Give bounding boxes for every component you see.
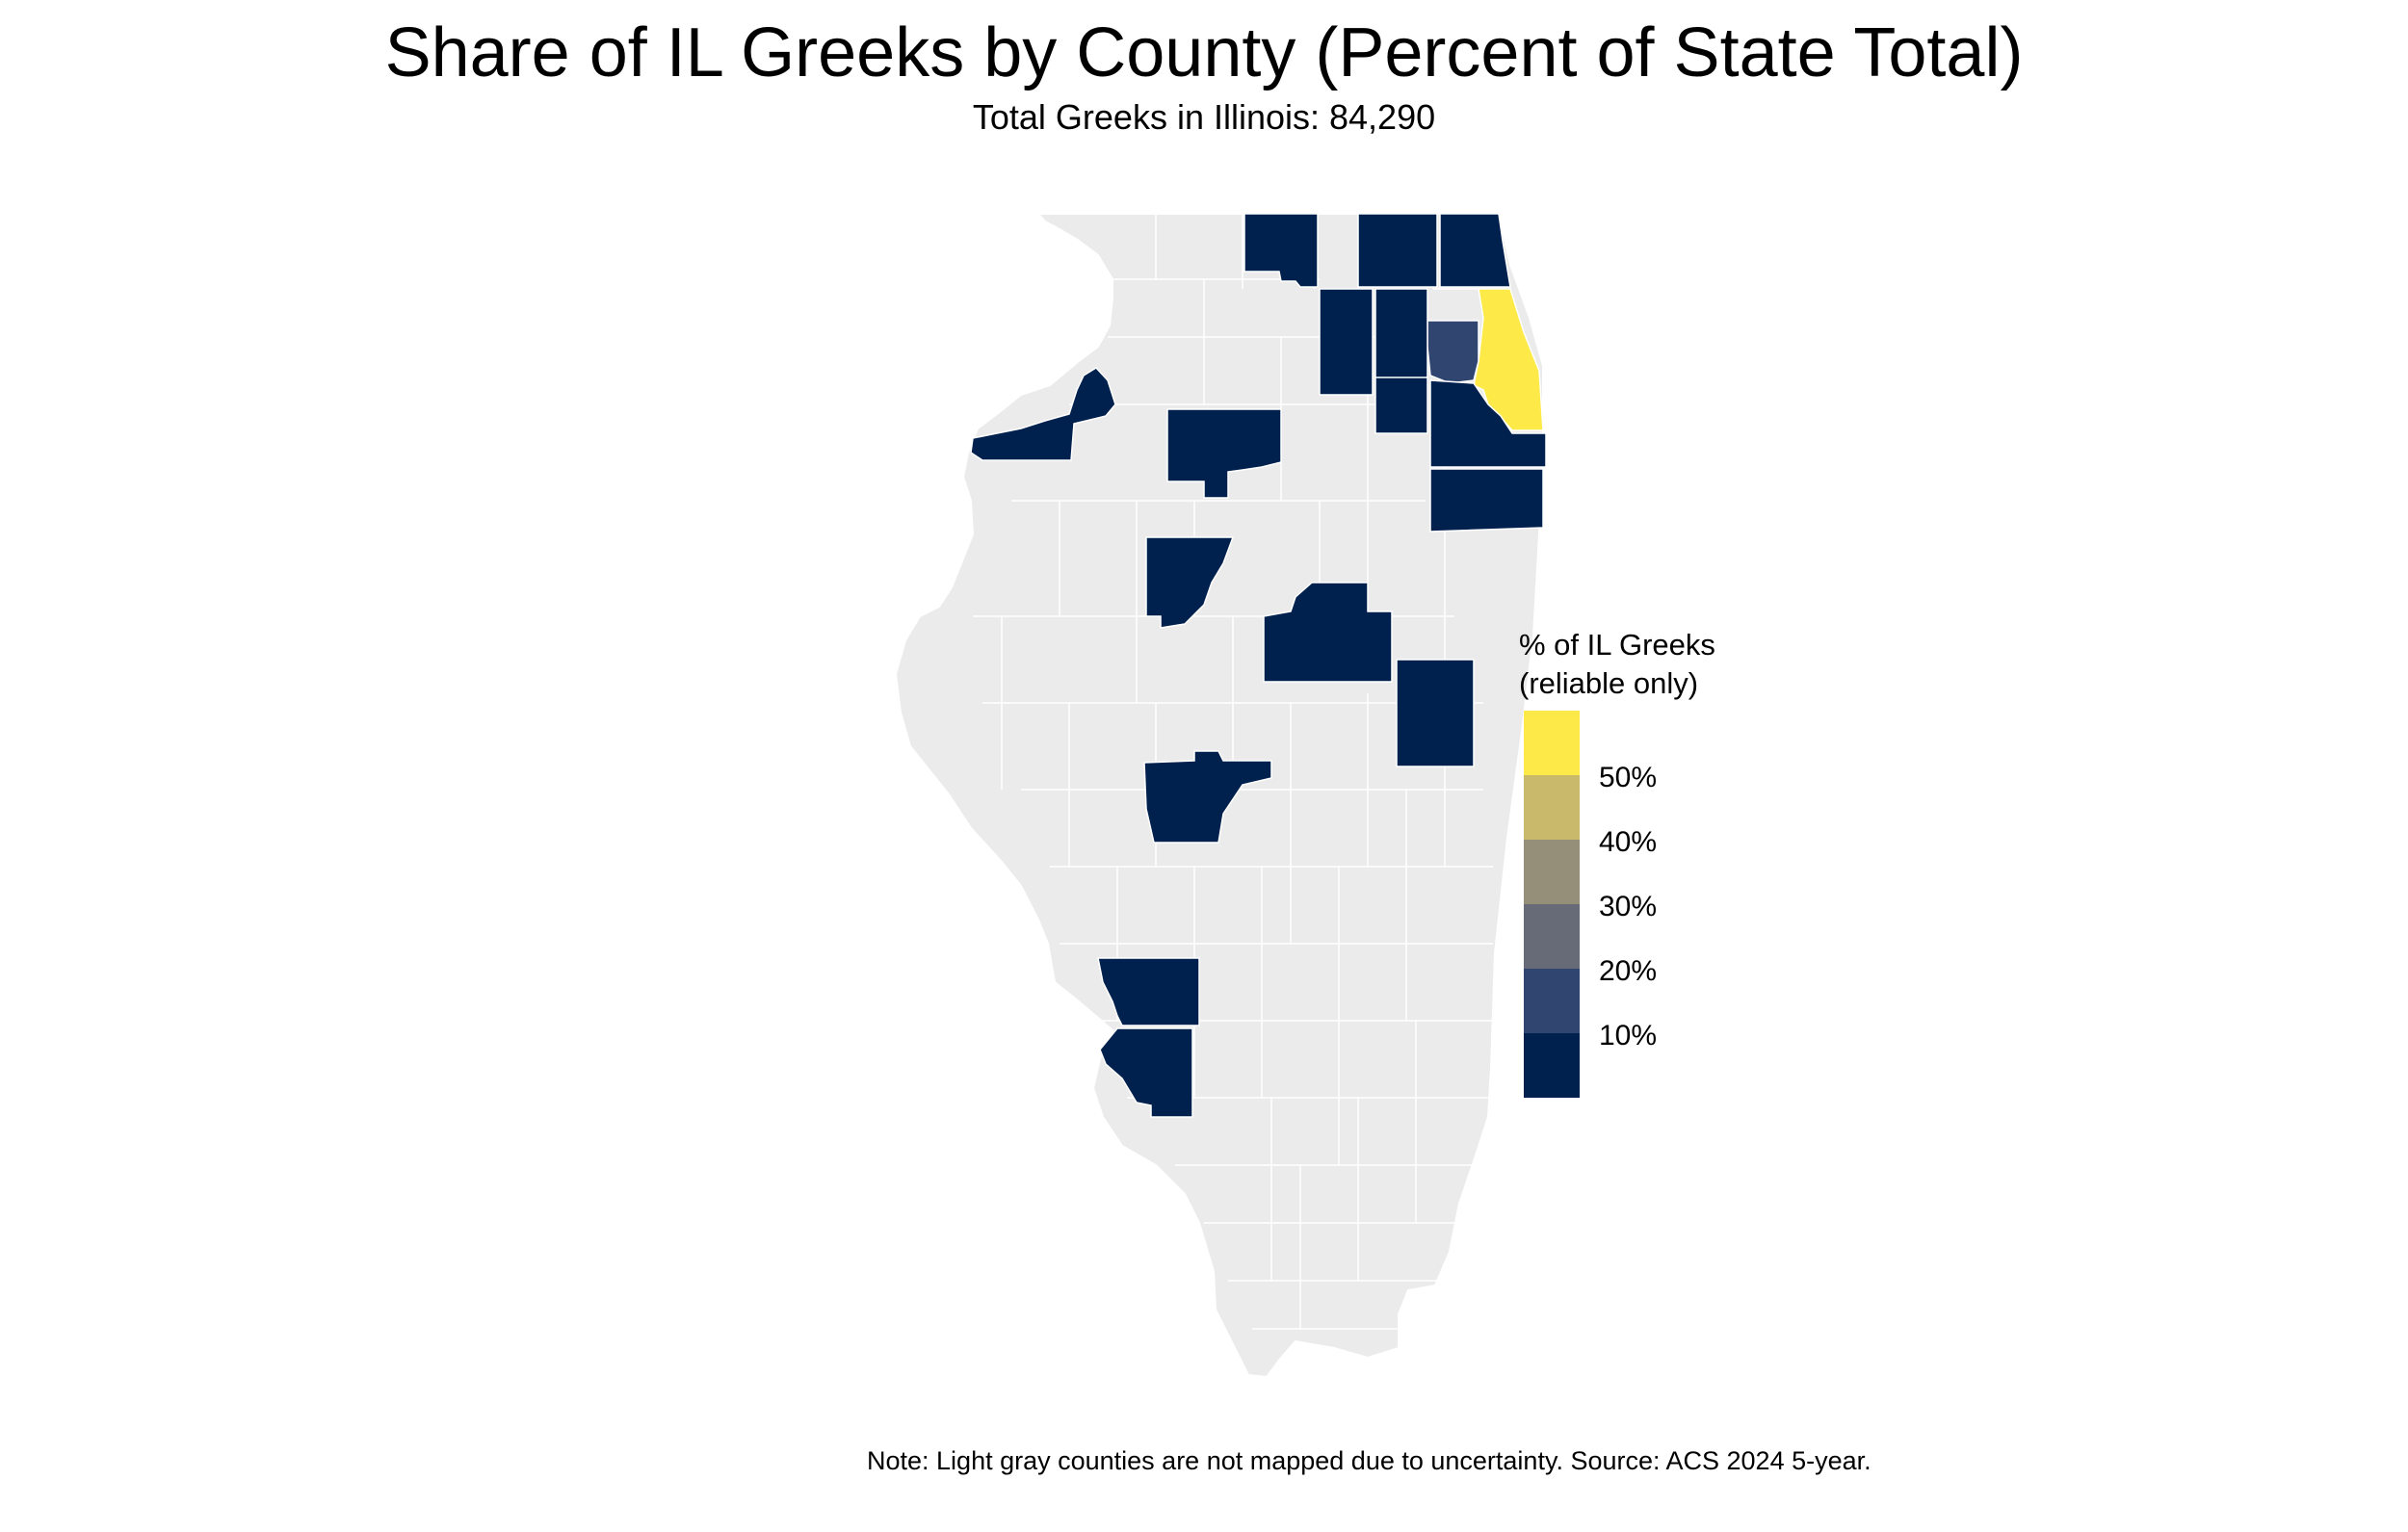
source-note: Note: Light gray counties are not mapped… bbox=[867, 1446, 1871, 1475]
county-will bbox=[1429, 379, 1547, 468]
county-madison bbox=[1097, 957, 1200, 1026]
map-title: Share of IL Greeks by County (Percent of… bbox=[384, 14, 2024, 91]
legend-label-20: 20% bbox=[1599, 955, 1658, 987]
county-winnebago bbox=[1243, 213, 1319, 288]
legend-label-40: 40% bbox=[1599, 826, 1658, 858]
legend-title-line1: % of IL Greeks bbox=[1519, 628, 1715, 662]
county-lake bbox=[1439, 213, 1511, 288]
county-st-clair bbox=[1099, 1027, 1193, 1118]
legend-label-30: 30% bbox=[1599, 891, 1658, 922]
county-dekalb bbox=[1319, 288, 1374, 396]
county-mchenry bbox=[1357, 213, 1438, 288]
county-sangamon bbox=[1143, 750, 1272, 844]
county-grundy-kankakee bbox=[1429, 468, 1544, 532]
county-bureau bbox=[1166, 408, 1282, 499]
county-mclean bbox=[1263, 582, 1393, 683]
legend-title-line2: (reliable only) bbox=[1519, 666, 1699, 700]
legend-label-10: 10% bbox=[1599, 1020, 1658, 1052]
county-kendall bbox=[1374, 377, 1428, 434]
county-peoria bbox=[1145, 536, 1235, 629]
map-subtitle: Total Greeks in Illinois: 84,290 bbox=[972, 97, 1436, 137]
county-dupage bbox=[1426, 320, 1479, 384]
county-rock-island bbox=[970, 367, 1116, 461]
legend-label-50: 50% bbox=[1599, 762, 1658, 793]
legend-title: % of IL Greeks (reliable only) bbox=[1519, 626, 1715, 703]
county-champaign bbox=[1396, 659, 1475, 767]
